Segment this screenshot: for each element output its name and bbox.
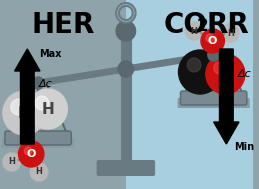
Circle shape	[187, 58, 201, 72]
Circle shape	[118, 61, 134, 77]
Circle shape	[116, 21, 136, 41]
Text: H: H	[35, 167, 42, 177]
Text: H: H	[18, 105, 31, 121]
FancyBboxPatch shape	[97, 160, 155, 176]
Text: Δc: Δc	[39, 79, 53, 89]
Text: CO: CO	[164, 11, 208, 39]
FancyBboxPatch shape	[5, 131, 71, 145]
FancyBboxPatch shape	[0, 0, 253, 189]
Text: O: O	[208, 36, 217, 46]
Text: O: O	[219, 67, 231, 81]
Circle shape	[19, 141, 44, 167]
FancyBboxPatch shape	[126, 0, 253, 189]
Text: Δc: Δc	[238, 69, 252, 79]
Text: Max: Max	[39, 49, 61, 59]
Text: HER: HER	[32, 11, 95, 39]
FancyBboxPatch shape	[178, 98, 250, 108]
Circle shape	[3, 91, 46, 135]
Text: RR: RR	[207, 11, 250, 39]
Circle shape	[185, 22, 203, 40]
Text: 2: 2	[197, 17, 209, 35]
Text: H: H	[8, 157, 15, 167]
Circle shape	[28, 89, 67, 129]
Circle shape	[201, 29, 224, 53]
FancyBboxPatch shape	[181, 91, 247, 105]
Circle shape	[221, 24, 239, 42]
Text: H: H	[191, 26, 198, 36]
Circle shape	[206, 54, 245, 94]
Wedge shape	[116, 3, 136, 23]
Text: H: H	[227, 29, 234, 37]
Circle shape	[32, 77, 44, 89]
Circle shape	[206, 34, 214, 42]
FancyBboxPatch shape	[2, 138, 74, 148]
Text: H: H	[41, 101, 54, 116]
Text: Min: Min	[234, 142, 254, 152]
Circle shape	[30, 163, 48, 181]
Circle shape	[11, 99, 26, 115]
FancyArrow shape	[15, 49, 40, 144]
Text: O: O	[26, 149, 36, 159]
Circle shape	[3, 153, 20, 171]
Circle shape	[24, 147, 32, 155]
Circle shape	[208, 49, 220, 61]
FancyArrow shape	[214, 49, 239, 144]
Circle shape	[214, 62, 225, 74]
Circle shape	[178, 50, 221, 94]
Circle shape	[35, 96, 49, 110]
